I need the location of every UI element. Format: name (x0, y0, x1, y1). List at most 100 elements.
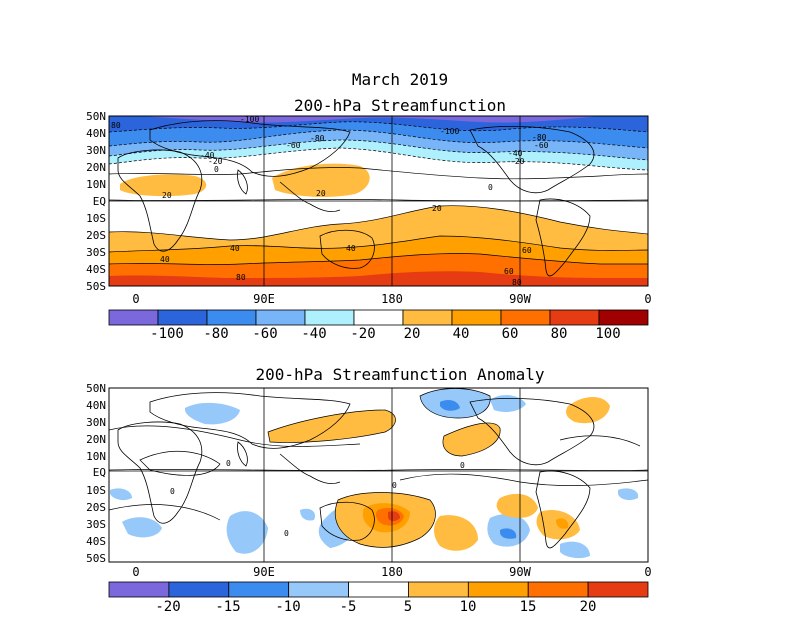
colorbar-streamfunction (108, 309, 649, 326)
contour-label: -80 (310, 134, 325, 143)
contour-label: 0 (214, 165, 219, 174)
month-title: March 2019 (351, 70, 449, 89)
colorbar-swatch (500, 309, 551, 326)
colorbar-swatch (451, 309, 502, 326)
lat-label: EQ (92, 466, 106, 479)
colorbar-tick-label: -20 (350, 326, 376, 342)
coast-europe-asia (149, 120, 351, 177)
band-s-80 (109, 271, 648, 286)
band-n-100 (140, 116, 600, 123)
contour-label: -100 (440, 127, 459, 136)
blob-asia-20 (272, 163, 370, 197)
lat-label: 30S (86, 518, 106, 531)
colorbar-swatch (402, 309, 453, 326)
lat-label: 10S (86, 484, 106, 497)
colorbar-tick-label: 20 (579, 599, 597, 615)
map2-contour-labels: 0 0 0 0 0 (170, 459, 465, 538)
lon-label: 0 (132, 565, 140, 579)
lat-label: 40N (86, 399, 106, 412)
colorbar-tick-label: -15 (215, 599, 241, 615)
contour-label: 0 (488, 183, 493, 192)
contour-label: 40 (346, 244, 356, 253)
map1-title: 200-hPa Streamfunction (294, 96, 506, 115)
contour-label: -40 (200, 151, 215, 160)
contour-label: 60 (522, 246, 532, 255)
colorbar-tick-label: -5 (339, 599, 357, 615)
lat-label: 30N (86, 416, 106, 429)
colorbar-tick-label: 20 (403, 326, 421, 342)
colorbar-anomaly (108, 581, 649, 598)
colorbar-tick-label: -40 (301, 326, 327, 342)
coast-n-america (469, 126, 595, 194)
coast-australia (319, 229, 375, 269)
colorbar-swatch (108, 309, 159, 326)
lon-label: 180 (381, 565, 403, 579)
colorbar-tick-label: 40 (452, 326, 470, 342)
contour-label: 0 (392, 481, 397, 490)
contour-label: 80 (236, 273, 246, 282)
colorbar-tick-label: 80 (550, 326, 568, 342)
colorbar-tick-label: 10 (459, 599, 477, 615)
colorbar-swatch (408, 581, 469, 598)
colorbar-swatch (598, 309, 649, 326)
contour-label: 0 (284, 529, 289, 538)
lat-label: 10N (86, 450, 106, 463)
colorbar-tick-label: -20 (155, 599, 181, 615)
contour-label: 80 (512, 278, 522, 287)
map1-frame (108, 115, 649, 287)
lat-label: 20S (86, 229, 106, 242)
map1-contour-labels: 80 -100 -80 -60 -40 -20 0 -100 -80 -60 -… (111, 115, 549, 287)
coast-seasia (279, 181, 341, 212)
colorbar-tick-label: 60 (501, 326, 519, 342)
lon-label: 0 (644, 292, 652, 306)
colorbar-tick-label: -10 (275, 599, 301, 615)
lat-label: 10N (86, 178, 106, 191)
colorbar-swatch (168, 581, 230, 598)
lat-label: 50N (86, 110, 106, 123)
contour-label: -40 (508, 149, 523, 158)
colorbar-swatch (304, 309, 355, 326)
lat-label: 30N (86, 144, 106, 157)
contour-label: -20 (510, 157, 525, 166)
contour-label: 20 (432, 204, 442, 213)
lat-label: EQ (92, 195, 106, 208)
colorbar-tick-label: 5 (403, 599, 413, 615)
lat-label: 30S (86, 246, 106, 259)
map2-frame (108, 387, 649, 563)
contour-label: -60 (286, 141, 301, 150)
colorbar-swatch (157, 309, 208, 326)
contour-label: 20 (162, 191, 172, 200)
lon-label: 90E (253, 292, 275, 306)
contour-label: 0 (170, 487, 175, 496)
lat-label: 50N (86, 382, 106, 395)
lat-label: 40S (86, 263, 106, 276)
colorbar-swatch (108, 581, 170, 598)
colorbar-tick-label: 15 (519, 599, 537, 615)
lon-label: 90W (509, 292, 531, 306)
lon-label: 0 (132, 292, 140, 306)
contour-label: 0 (460, 461, 465, 470)
lat-label: 20N (86, 433, 106, 446)
contour-label: 20 (316, 189, 326, 198)
contour-label: 60 (504, 267, 514, 276)
colorbar-swatch (255, 309, 306, 326)
contour-label: 80 (111, 121, 121, 130)
lon-label: 90W (509, 565, 531, 579)
contour-label: -100 (240, 115, 259, 124)
contour-label: 40 (160, 255, 170, 264)
lat-label: 40S (86, 535, 106, 548)
contour-label: -20 (208, 157, 223, 166)
colorbar-tick-label: -80 (203, 326, 229, 342)
lon-label: 180 (381, 292, 403, 306)
colorbar-swatch (348, 581, 409, 598)
lon-label: 0 (644, 565, 652, 579)
colorbar-swatch (288, 581, 349, 598)
colorbar-swatch (549, 309, 600, 326)
colorbar-tick-label: 100 (595, 326, 621, 342)
contour-label: 0 (226, 459, 231, 468)
lat-label: 40N (86, 127, 106, 140)
colorbar-tick-label: -100 (150, 326, 184, 342)
map2-title: 200-hPa Streamfunction Anomaly (255, 365, 545, 384)
lat-label: 50S (86, 280, 106, 293)
